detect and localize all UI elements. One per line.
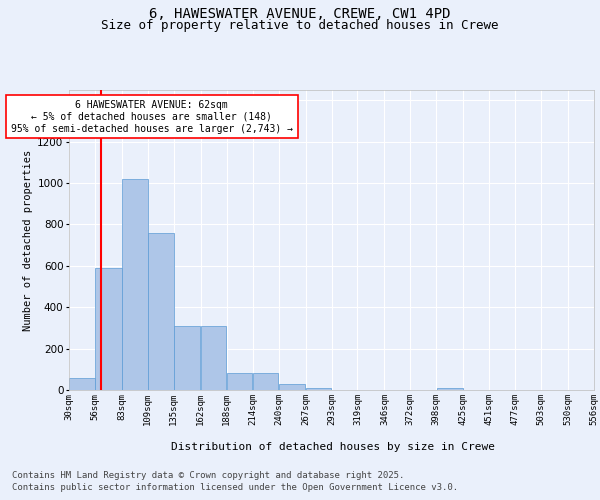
Bar <box>69 378 95 390</box>
Bar <box>201 326 226 390</box>
Bar <box>227 374 253 390</box>
Bar <box>437 388 463 390</box>
Bar <box>148 233 173 390</box>
Bar <box>122 179 148 390</box>
Bar <box>95 268 122 390</box>
Bar <box>279 384 305 390</box>
Text: 6, HAWESWATER AVENUE, CREWE, CW1 4PD: 6, HAWESWATER AVENUE, CREWE, CW1 4PD <box>149 8 451 22</box>
Text: Contains public sector information licensed under the Open Government Licence v3: Contains public sector information licen… <box>12 484 458 492</box>
Bar <box>174 326 200 390</box>
Bar <box>306 388 331 390</box>
Text: Contains HM Land Registry data © Crown copyright and database right 2025.: Contains HM Land Registry data © Crown c… <box>12 471 404 480</box>
Text: Size of property relative to detached houses in Crewe: Size of property relative to detached ho… <box>101 19 499 32</box>
Text: Distribution of detached houses by size in Crewe: Distribution of detached houses by size … <box>171 442 495 452</box>
Text: 6 HAWESWATER AVENUE: 62sqm
← 5% of detached houses are smaller (148)
95% of semi: 6 HAWESWATER AVENUE: 62sqm ← 5% of detac… <box>11 100 293 134</box>
Y-axis label: Number of detached properties: Number of detached properties <box>23 150 33 330</box>
Bar <box>253 374 278 390</box>
